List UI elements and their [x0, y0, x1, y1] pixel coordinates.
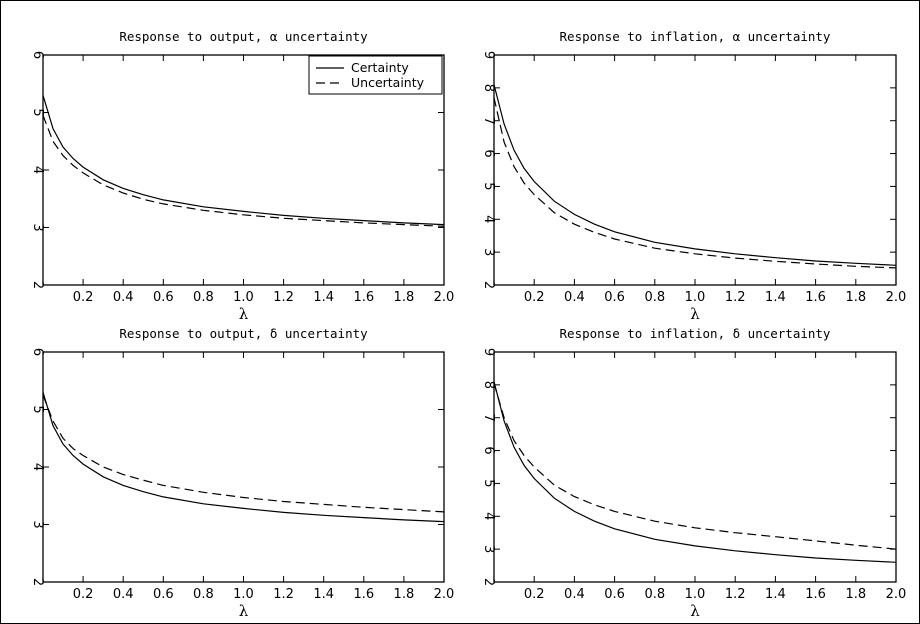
- series-line-solid: [493, 381, 897, 563]
- x-tick-label: 1.0: [233, 290, 254, 305]
- y-tick-label: 2: [481, 281, 496, 289]
- y-tick-label: 3: [481, 248, 496, 256]
- series-line-solid: [42, 392, 445, 523]
- y-tick-label: 6: [481, 446, 496, 454]
- x-tick-label: 1.4: [765, 587, 786, 602]
- y-tick-label: 3: [30, 223, 45, 231]
- x-tick-label: 0.4: [564, 587, 585, 602]
- y-tick-label: 3: [481, 545, 496, 553]
- x-tick-label: 0.4: [113, 587, 134, 602]
- x-tick-label: 1.2: [273, 587, 294, 602]
- x-tick-label: 0.2: [524, 290, 545, 305]
- legend-box: [308, 55, 443, 95]
- y-tick-label: 5: [30, 108, 45, 116]
- x-tick-label: 1.8: [394, 587, 415, 602]
- x-tick-label: 0.8: [644, 290, 665, 305]
- x-tick-label: 0.6: [604, 290, 625, 305]
- x-axis-label: λ: [690, 305, 700, 323]
- x-tick-label: 0.8: [644, 587, 665, 602]
- y-tick-label: 3: [30, 520, 45, 528]
- plot-frame: [493, 351, 897, 583]
- y-tick-label: 2: [481, 578, 496, 586]
- x-tick-label: 1.0: [685, 290, 706, 305]
- x-tick-label: 0.2: [524, 587, 545, 602]
- x-tick-label: 1.2: [725, 290, 746, 305]
- x-tick-label: 1.2: [273, 290, 294, 305]
- y-tick-label: 2: [30, 281, 45, 289]
- series-line-dashed: [42, 115, 445, 227]
- chart-panel-4: Response to inflation, δ uncertainty 0.2 0…: [481, 326, 906, 620]
- series-line-solid: [42, 95, 445, 226]
- y-tick-label: 4: [30, 463, 45, 471]
- x-tick-label: 1.6: [805, 290, 826, 305]
- x-tick-label: 0.4: [564, 290, 585, 305]
- y-tick-label: 9: [481, 348, 496, 356]
- y-tick-label: 7: [481, 117, 496, 125]
- x-tick-label: 2.0: [434, 587, 455, 602]
- x-tick-label: 1.2: [725, 587, 746, 602]
- x-tick-label: 0.2: [73, 587, 94, 602]
- chart-panel-3: Response to output, δ uncertainty 0.2 0.4 0…: [30, 326, 454, 620]
- x-tick-label: 1.8: [394, 290, 415, 305]
- x-tick-label: 1.4: [313, 290, 334, 305]
- x-tick-label: 2.0: [434, 290, 455, 305]
- y-tick-label: 2: [30, 578, 45, 586]
- x-tick-label: 1.8: [845, 290, 866, 305]
- chart-title: Response to inflation, δ uncertainty: [560, 326, 831, 341]
- y-tick-label: 7: [481, 414, 496, 422]
- x-tick-label: 1.6: [353, 587, 374, 602]
- x-tick-label: 1.4: [765, 290, 786, 305]
- x-tick-label: 1.8: [845, 587, 866, 602]
- y-tick-label: 8: [481, 381, 496, 389]
- x-tick-label: 1.6: [805, 587, 826, 602]
- x-tick-label: 1.6: [353, 290, 374, 305]
- x-tick-label: 0.8: [193, 587, 214, 602]
- x-axis-label: λ: [239, 305, 249, 323]
- y-tick-label: 6: [30, 51, 45, 59]
- y-tick-label: 6: [481, 149, 496, 157]
- x-tick-label: 0.8: [193, 290, 214, 305]
- y-tick-label: 4: [481, 512, 496, 520]
- y-tick-label: 5: [481, 182, 496, 190]
- series-line-dashed: [493, 97, 897, 269]
- x-tick-label: 1.0: [685, 587, 706, 602]
- plot-frame: [42, 351, 445, 583]
- x-tick-label: 0.6: [153, 290, 174, 305]
- x-tick-label: 2.0: [886, 290, 907, 305]
- x-tick-label: 1.0: [233, 587, 254, 602]
- chart-panel-2: Response to inflation, α uncertainty 0.2 0…: [481, 29, 906, 323]
- series-line-dashed: [493, 383, 897, 550]
- x-tick-label: 2.0: [886, 587, 907, 602]
- legend-label: Uncertainty: [351, 75, 425, 90]
- y-tick-label: 8: [481, 84, 496, 92]
- x-tick-label: 0.2: [73, 290, 94, 305]
- x-tick-label: 1.4: [313, 587, 334, 602]
- chart-title: Response to output, α uncertainty: [119, 29, 368, 44]
- legend-label: Certainty: [351, 60, 409, 75]
- y-tick-label: 4: [30, 166, 45, 174]
- plot-frame: [493, 54, 897, 286]
- x-tick-label: 0.6: [153, 587, 174, 602]
- y-tick-label: 9: [481, 51, 496, 59]
- chart-title: Response to output, δ uncertainty: [119, 326, 368, 341]
- x-axis-label: λ: [239, 602, 249, 620]
- y-tick-label: 6: [30, 348, 45, 356]
- series-line-dashed: [42, 394, 445, 513]
- y-tick-label: 5: [481, 479, 496, 487]
- y-tick-label: 4: [481, 215, 496, 223]
- x-axis-label: λ: [690, 602, 700, 620]
- chart-title: Response to inflation, α uncertainty: [560, 29, 831, 44]
- x-tick-label: 0.6: [604, 587, 625, 602]
- chart-panel-1: Response to output, α uncertainty 0.2 0.4 0…: [30, 29, 454, 323]
- x-tick-label: 0.4: [113, 290, 134, 305]
- y-tick-label: 5: [30, 405, 45, 413]
- series-line-solid: [493, 84, 897, 266]
